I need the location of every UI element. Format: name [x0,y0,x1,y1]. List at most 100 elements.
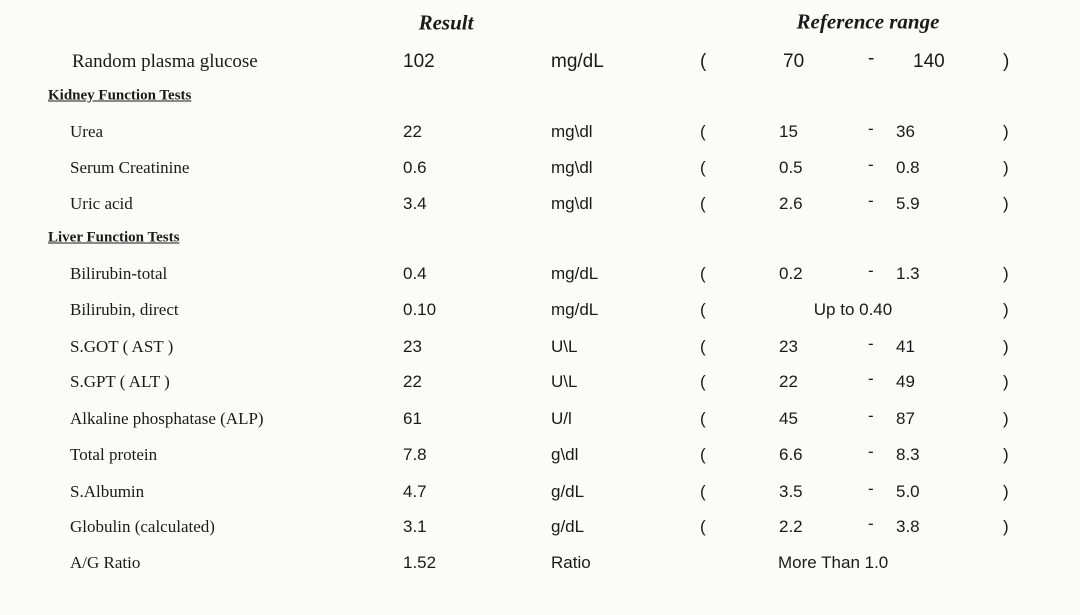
close-paren: ) [1003,517,1009,536]
unit: mg\dl [551,158,593,177]
result: 22 [403,372,422,391]
test-name: S.GPT ( ALT ) [70,372,170,391]
open-paren: ( [700,264,706,283]
open-paren: ( [700,517,706,536]
ref-low: 15 [779,122,798,141]
ref-high: 5.9 [896,194,920,213]
section-title: Liver Function Tests [48,229,180,246]
ref-high: 8.3 [896,445,920,464]
ref-high: 41 [896,337,915,356]
open-paren: ( [700,51,707,72]
close-paren: ) [1003,300,1009,319]
close-paren: ) [1003,372,1009,391]
ref-low: 45 [779,409,798,428]
unit: Ratio [551,553,591,572]
close-paren: ) [1003,122,1009,141]
close-paren: ) [1003,337,1009,356]
ref-dash: - [868,479,874,498]
close-paren: ) [1003,409,1009,428]
result-header: Result [418,10,474,35]
ref-dash: - [868,369,874,388]
ref-high: 87 [896,409,915,428]
open-paren: ( [700,300,706,319]
unit: g/dL [551,482,585,501]
ref-low: 70 [783,51,805,72]
ref-low: 2.2 [779,517,803,536]
reference-text: More Than 1.0 [778,553,889,572]
ref-high: 140 [913,51,945,72]
open-paren: ( [700,409,706,428]
unit: mg/dL [551,51,604,72]
open-paren: ( [700,372,706,391]
result: 102 [403,51,435,72]
test-name: Globulin (calculated) [70,517,215,536]
result: 0.4 [403,264,427,283]
result: 0.6 [403,158,427,177]
result: 3.4 [403,194,427,213]
ref-dash: - [868,406,874,425]
result: 22 [403,122,422,141]
ref-dash: - [868,334,874,353]
open-paren: ( [700,194,706,213]
test-name: S.Albumin [70,482,145,501]
ref-dash: - [868,191,874,210]
ref-high: 5.0 [896,482,920,501]
close-paren: ) [1003,445,1009,464]
section-title: Kidney Function Tests [48,87,192,104]
ref-dash: - [868,261,874,280]
test-name: Urea [70,122,104,141]
unit: g\dl [551,445,579,464]
ref-dash: - [868,442,874,461]
open-paren: ( [700,482,706,501]
ref-low: 22 [779,372,798,391]
ref-high: 0.8 [896,158,920,177]
test-name: A/G Ratio [70,553,141,572]
ref-high: 49 [896,372,915,391]
close-paren: ) [1003,482,1009,501]
ref-high: 36 [896,122,915,141]
reference-header: Reference range [796,9,940,34]
close-paren: ) [1003,158,1009,177]
ref-low: 0.2 [779,264,803,283]
test-name: Uric acid [70,194,133,213]
result: 61 [403,409,422,428]
open-paren: ( [700,122,706,141]
reference-text: Up to 0.40 [813,300,893,319]
result: 4.7 [403,482,427,501]
result: 23 [403,337,422,356]
unit: U/l [551,409,572,428]
ref-high: 1.3 [896,264,920,283]
close-paren: ) [1003,194,1009,213]
test-name: Total protein [70,445,158,464]
test-name: Serum Creatinine [70,158,190,177]
ref-low: 23 [779,337,798,356]
unit: mg/dL [551,264,599,283]
open-paren: ( [700,158,706,177]
unit: g/dL [551,517,585,536]
test-name: Bilirubin, direct [70,300,179,319]
close-paren: ) [1003,264,1009,283]
open-paren: ( [700,445,706,464]
result: 7.8 [403,445,427,464]
ref-low: 2.6 [779,194,803,213]
result: 3.1 [403,517,427,536]
test-name: S.GOT ( AST ) [70,337,174,356]
result: 0.10 [403,300,437,319]
ref-dash: - [868,514,874,533]
ref-dash: - [868,155,874,174]
test-name: Bilirubin-total [70,264,168,283]
unit: mg\dl [551,194,593,213]
unit: U\L [551,372,578,391]
close-paren: ) [1003,51,1010,72]
open-paren: ( [700,337,706,356]
unit: U\L [551,337,578,356]
ref-dash: - [868,48,875,69]
ref-high: 3.8 [896,517,920,536]
ref-dash: - [868,119,874,138]
ref-low: 0.5 [779,158,803,177]
ref-low: 6.6 [779,445,803,464]
test-name: Alkaline phosphatase (ALP) [70,409,264,428]
unit: mg\dl [551,122,593,141]
result: 1.52 [403,553,437,572]
